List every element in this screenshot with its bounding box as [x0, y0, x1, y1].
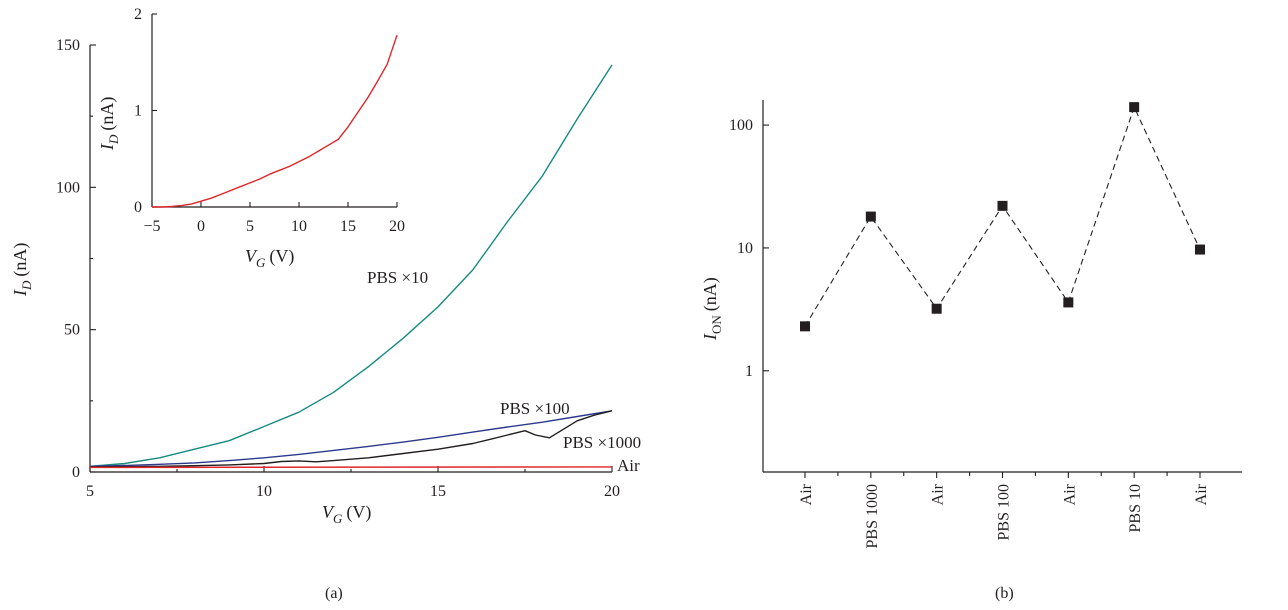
panel-b-marker [997, 200, 1008, 211]
inset-x-tick-label: 10 [291, 218, 307, 235]
inset-y-label-unit: (nA) [97, 97, 118, 131]
panel-a-series-line-3 [89, 466, 613, 469]
panel-b-y-tick-label: 100 [729, 117, 753, 134]
panel-b-marker [865, 211, 876, 222]
panel-b-marker [800, 321, 810, 332]
panel-b-y-label-unit: (nA) [700, 277, 721, 311]
inset-y-tick-label: 0 [134, 199, 142, 216]
inset-y-label-main: I [97, 143, 117, 151]
panel-a-y-tick-label: 150 [56, 37, 80, 54]
panel-b-y-tick-label: 1 [745, 363, 753, 380]
inset-x-tick-label: 5 [246, 218, 254, 235]
series-label-pbs1000: PBS ×1000 [563, 433, 641, 452]
panel-a-x-tick-label: 5 [86, 483, 94, 500]
inset-x-axis-label: VG (V) [245, 246, 294, 270]
panel-a-x-label-sub: G [333, 511, 343, 526]
panel-b-y-label-main: I [700, 333, 720, 341]
panel-a-x-tick-label: 15 [430, 483, 446, 500]
inset-y-ticks: 0 1 2 [134, 6, 157, 216]
panel-b-x-tick-label: PBS 100 [996, 484, 1013, 540]
series-label-pbs100: PBS ×100 [500, 399, 570, 418]
panel-b-y-axis-label: ION (nA) [700, 277, 724, 341]
inset-x-tick-label: 20 [389, 218, 405, 235]
panel-a-y-axis-label: ID (nA) [10, 243, 34, 297]
panel-b-y-ticks: 1 10 100 [729, 117, 769, 380]
panel-b-x-tick-label: Air [798, 483, 815, 505]
panel-a-x-tick-label: 10 [256, 483, 272, 500]
inset-series [152, 34, 398, 208]
panel-a-series-line-0 [89, 64, 613, 467]
panel-a-x-tick-label: 20 [604, 483, 620, 500]
panel-a-x-label-main: V [322, 502, 335, 522]
panel-a-caption: (a) [325, 585, 343, 602]
inset-x-label-sub: G [256, 255, 266, 270]
panel-a-y-ticks: 0 50 100 150 [56, 37, 96, 481]
inset-series-line-0 [152, 34, 398, 208]
panel-b-x-tick-label: Air [1193, 483, 1210, 505]
inset-x-label-main: V [245, 246, 258, 266]
panel-a-y-label-main: I [10, 289, 30, 297]
panel-a-y-label-sub: D [19, 280, 34, 291]
panel-a-series [89, 64, 613, 469]
panel-b-series [800, 102, 1205, 332]
panel-b-marker [931, 303, 942, 314]
inset-y-tick-label: 1 [134, 103, 142, 120]
panel-b-x-tick-label: PBS 10 [1127, 484, 1144, 532]
panel-b-y-label-sub: ON [709, 315, 724, 334]
series-label-air: Air [617, 456, 640, 475]
panel-a-series-line-1 [89, 410, 613, 467]
panel-a-y-tick-label: 0 [72, 464, 80, 481]
panel-a-y-tick-label: 100 [56, 179, 80, 196]
inset-x-tick-label: 0 [197, 218, 205, 235]
panel-b-marker [1129, 102, 1140, 113]
inset-x-tick-label: 15 [340, 218, 356, 235]
panel-b-marker [1063, 297, 1074, 308]
panel-a-inset: −5 0 5 10 15 20 012 VG (V) ID(nA) [97, 6, 405, 270]
panel-a-x-label-unit: (V) [346, 502, 371, 523]
panel-a-y-tick-label: 50 [64, 322, 80, 339]
inset-y-axis-label: ID (nA) [97, 97, 121, 151]
panel-a-x-ticks: 5 10 15 20 [86, 466, 620, 500]
panel-b-x-tick-label: Air [1061, 483, 1078, 505]
panel-b-dashed-line [804, 105, 1201, 327]
panel-b-x-tick-label: Air [930, 483, 947, 505]
panel-b-y-tick-label: 10 [737, 240, 753, 257]
panel-b-marker [1195, 244, 1205, 255]
panel-a-series-line-2 [89, 410, 613, 468]
panel-b-x-tick-label: PBS 1000 [864, 484, 881, 548]
inset-y-label-sub: D [106, 134, 121, 145]
panel-b-caption: (b) [995, 585, 1014, 602]
inset-x-label-unit: (V) [269, 246, 294, 267]
inset-y-tick-label: 2 [134, 6, 142, 23]
series-label-pbs10: PBS ×10 [367, 268, 428, 287]
inset-x-ticks: −5 0 5 10 15 20 [143, 202, 405, 235]
inset-x-tick-label: −5 [143, 218, 160, 235]
panel-a-y-label-unit: (nA) [10, 243, 31, 277]
panel-b-x-ticks: Air PBS 1000 Air PBS 100 Air PBS 10 Air [798, 472, 1210, 548]
panel-a-x-axis-label: VG (V) [322, 502, 371, 526]
